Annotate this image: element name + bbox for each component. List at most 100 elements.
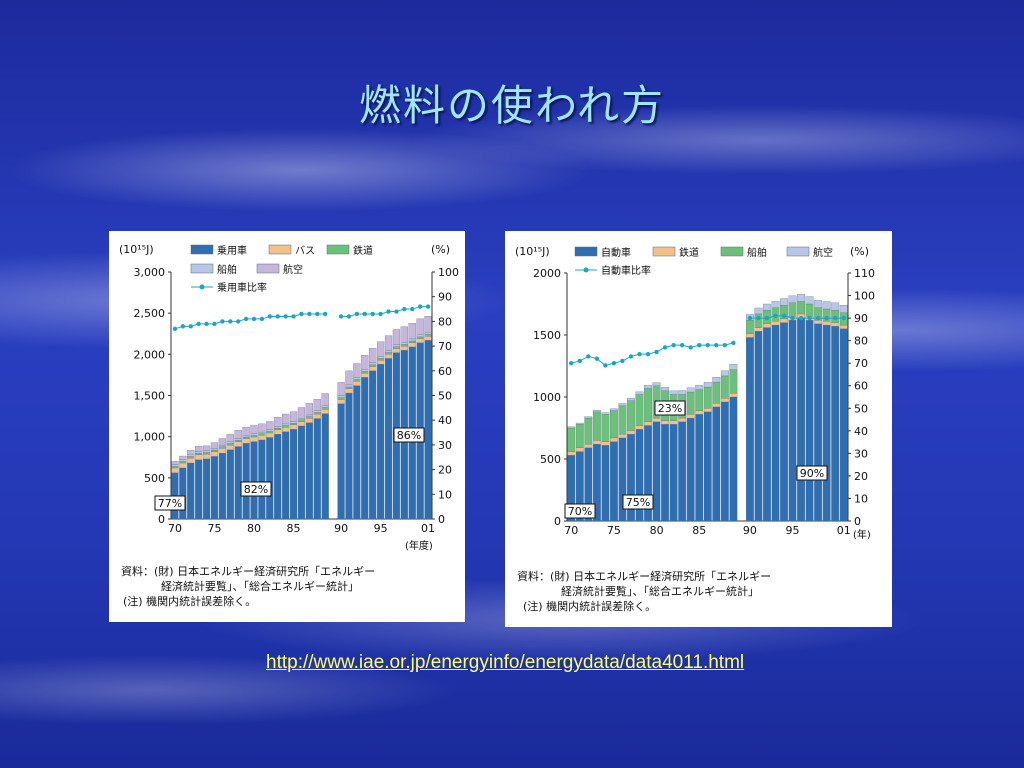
- y2-tick-label: 10: [854, 492, 868, 505]
- ratio-point: [394, 309, 399, 314]
- bar-segment: [258, 433, 266, 436]
- x-tick-label: 01: [837, 524, 851, 537]
- ratio-point: [172, 326, 178, 332]
- bar-segment: [712, 406, 721, 522]
- y2-tick-label: 30: [438, 439, 452, 452]
- bar-segment: [839, 328, 848, 522]
- ratio-point: [402, 306, 407, 312]
- bar-segment: [297, 418, 306, 421]
- y2-tick-label: 20: [438, 464, 452, 477]
- legend-label: 船舶: [217, 263, 237, 276]
- bar-segment: [644, 385, 652, 389]
- bar-segment: [678, 390, 687, 395]
- bar-segment: [384, 335, 393, 351]
- source-url-link[interactable]: http://www.iae.or.jp/energyinfo/energyda…: [266, 652, 745, 673]
- source-line-3: (注) 機関内統計誤差除く。: [123, 595, 257, 608]
- bar-segment: [797, 317, 805, 522]
- bar-segment: [179, 455, 187, 460]
- bar-segment: [274, 417, 282, 427]
- bar-segment: [610, 441, 618, 522]
- bar-segment: [282, 431, 290, 520]
- bar-segment: [258, 435, 266, 441]
- y2-tick-label: 80: [854, 335, 868, 348]
- bar-segment: [250, 425, 258, 434]
- y2-tick-label: 40: [854, 425, 868, 438]
- bar-segment: [210, 442, 219, 449]
- bar-segment: [179, 462, 187, 469]
- bar-segment: [567, 451, 576, 456]
- ratio-point: [731, 340, 736, 346]
- bar-segment: [384, 358, 393, 520]
- bar-segment: [822, 324, 831, 522]
- bar-segment: [377, 356, 385, 359]
- bar-segment: [729, 396, 738, 522]
- legend-label: 鉄道: [353, 244, 373, 257]
- legend-label: 航空: [813, 246, 833, 259]
- bar-segment: [754, 327, 763, 332]
- bar-segment: [424, 332, 432, 335]
- bar-segment: [805, 296, 814, 305]
- bar-segment: [361, 369, 369, 372]
- bar-segment: [226, 443, 234, 446]
- bar-segment: [822, 301, 831, 310]
- bar-segment: [424, 336, 432, 341]
- bar-segment: [171, 467, 179, 474]
- x-tick-label: 85: [692, 524, 706, 537]
- bar-segment: [369, 364, 377, 367]
- left-chart-panel: 3,000 2,500 2,000 1,500 1,000 500 0 100 90 80 70 60…: [109, 231, 465, 622]
- legend-swatch: [583, 267, 589, 273]
- bar-segment: [703, 382, 712, 388]
- bar-segment: [729, 369, 738, 394]
- bar-segment: [218, 452, 226, 520]
- ratio-point: [781, 313, 787, 319]
- bar-segment: [703, 411, 712, 522]
- y-unit-label: (10¹⁵J): [119, 243, 154, 256]
- x-tick-label: 70: [564, 524, 578, 537]
- bar-segment: [392, 329, 401, 345]
- bar-segment: [345, 386, 353, 389]
- x-tick-label: 90: [743, 524, 757, 537]
- bar-segment: [839, 305, 848, 313]
- ratio-point: [354, 311, 360, 317]
- y2-tick-label: 90: [854, 312, 868, 325]
- bar-segment: [729, 393, 738, 398]
- bar-segment: [601, 441, 610, 446]
- legend-swatch: [199, 284, 205, 290]
- bar-segment: [627, 398, 635, 401]
- bar-segment: [242, 438, 250, 444]
- y-unit-label: (10¹⁵J): [515, 245, 550, 258]
- y-tick-label: 2,500: [134, 307, 166, 320]
- bar-segment: [763, 327, 771, 522]
- bar-segment: [384, 350, 393, 353]
- bar-segment: [361, 355, 369, 370]
- bar-segment: [822, 321, 831, 326]
- ratio-point: [283, 314, 288, 319]
- ratio-point: [307, 311, 312, 317]
- bar-segment: [289, 421, 298, 424]
- legend-swatch: [574, 246, 598, 257]
- right-chart-panel: 2000 1500 1000 500 0 110 100 90 80 70 60 50 40 30 20 10…: [505, 231, 892, 627]
- bar-segment: [218, 438, 226, 446]
- percent-annotation: 70%: [568, 505, 592, 518]
- bar-segment: [266, 421, 274, 430]
- bar-segment: [289, 423, 298, 425]
- bar-segment: [202, 453, 211, 460]
- bar-segment: [337, 397, 345, 400]
- bar-segment: [635, 391, 644, 395]
- ratio-point: [204, 321, 209, 327]
- bar-segment: [218, 448, 226, 454]
- ratio-point: [714, 342, 719, 348]
- y-tick-label: 1000: [533, 391, 561, 404]
- bar-segment: [686, 417, 695, 522]
- bar-segment: [250, 433, 258, 436]
- bar-segment: [695, 410, 704, 415]
- bar-segment: [313, 412, 321, 415]
- legend-swatch: [190, 244, 214, 255]
- bar-segment: [797, 294, 805, 302]
- bar-segment: [353, 381, 361, 386]
- bar-segment: [305, 418, 313, 423]
- bar-segment: [369, 370, 377, 520]
- y2-tick-label: 90: [438, 291, 452, 304]
- ratio-point: [267, 314, 273, 319]
- bar-segment: [584, 416, 593, 419]
